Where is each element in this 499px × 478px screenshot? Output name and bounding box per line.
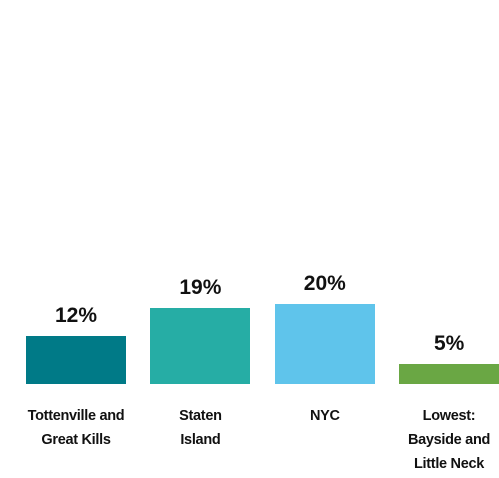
- bar: [26, 336, 126, 384]
- category-label: NYC: [309, 408, 340, 424]
- category-label: Staten Island: [179, 408, 222, 448]
- category-label: Lowest: Bayside and Little Neck: [407, 408, 491, 472]
- bar: [274, 304, 375, 384]
- data-label: 19%: [179, 276, 222, 299]
- data-label: 5%: [434, 332, 465, 355]
- bar: [150, 308, 251, 384]
- bar: [399, 364, 499, 384]
- data-label: 12%: [54, 304, 98, 327]
- data-label: 20%: [303, 272, 346, 295]
- category-label: Tottenville and Great Kills: [27, 408, 125, 448]
